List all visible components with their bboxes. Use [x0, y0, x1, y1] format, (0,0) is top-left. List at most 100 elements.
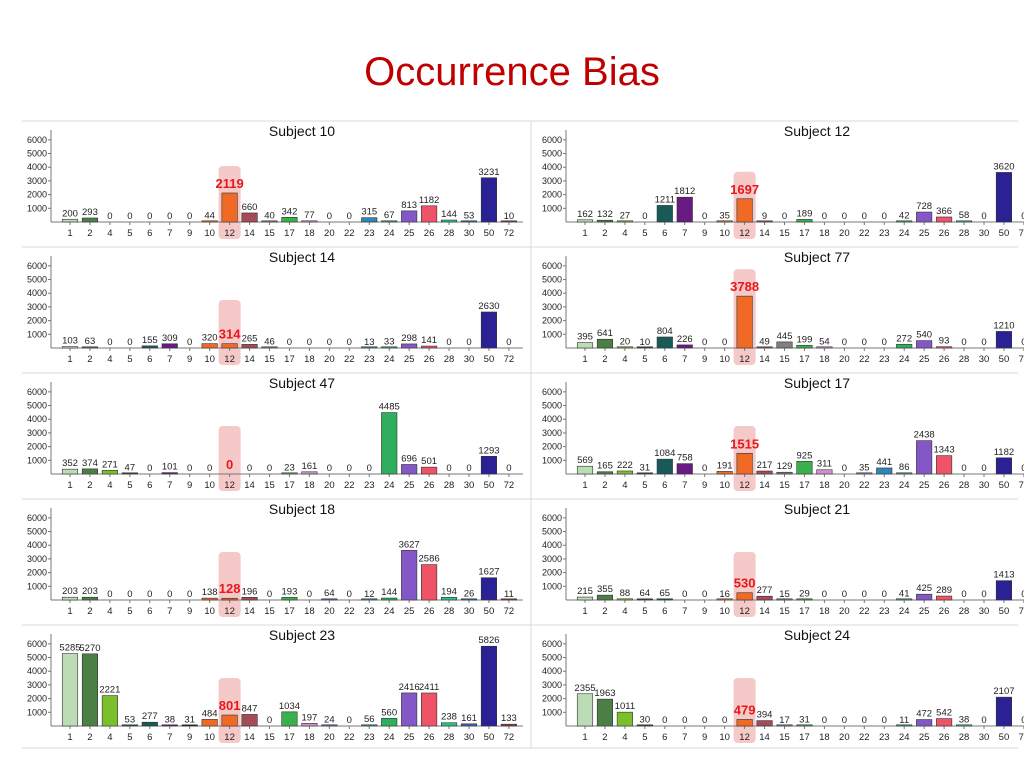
x-category-label: 4	[107, 354, 112, 365]
bar-2	[596, 219, 614, 223]
value-label: 226	[677, 334, 693, 345]
value-label: 0	[287, 337, 292, 348]
x-category-label: 20	[839, 606, 850, 617]
value-label: 0	[127, 337, 132, 348]
chart-subject-77: Subject 77100020003000400050006000395164…	[542, 249, 1024, 365]
x-category-label: 5	[642, 228, 647, 239]
value-label: 0	[882, 337, 887, 348]
bar-24	[381, 597, 398, 601]
bar-6	[656, 598, 673, 601]
chart-title: Subject 24	[784, 627, 850, 643]
bar-17	[281, 597, 298, 601]
value-label: 0	[327, 211, 332, 222]
x-category-label: 30	[464, 732, 475, 743]
value-label: 138	[202, 587, 218, 598]
y-tick-label: 3000	[27, 428, 47, 438]
x-category-label: 7	[682, 480, 687, 491]
value-label: 1210	[993, 320, 1014, 331]
x-category-label: 17	[799, 354, 810, 365]
x-category-label: 1	[67, 228, 72, 239]
bar-17	[796, 461, 813, 475]
x-category-label: 1	[582, 480, 587, 491]
y-tick-label: 2000	[542, 694, 562, 704]
chart-subject-18: Subject 18100020003000400050006000203120…	[27, 501, 523, 617]
value-label: 13	[364, 337, 375, 348]
bar-14	[756, 720, 773, 727]
x-category-label: 25	[404, 354, 415, 365]
y-tick-label: 5000	[542, 401, 562, 411]
chart-subject-10: Subject 10100020003000400050006000200129…	[27, 123, 523, 239]
x-category-label: 7	[682, 606, 687, 617]
x-category-label: 18	[819, 228, 830, 239]
x-category-label: 2	[87, 480, 92, 491]
x-category-label: 2	[87, 732, 92, 743]
value-label: 133	[501, 713, 517, 724]
chart-title: Subject 10	[269, 123, 335, 139]
x-category-label: 28	[959, 228, 970, 239]
value-label: 352	[62, 458, 78, 469]
bar-28	[955, 220, 973, 223]
value-label: 0	[702, 589, 707, 600]
x-category-label: 7	[167, 732, 172, 743]
bar-26	[936, 216, 953, 223]
x-category-label: 23	[879, 228, 890, 239]
bar-1	[61, 218, 79, 223]
bar-10	[201, 719, 218, 727]
y-tick-label: 3000	[542, 176, 562, 186]
x-category-label: 50	[999, 606, 1010, 617]
value-label: 30	[640, 715, 651, 726]
bar-9	[181, 724, 198, 727]
x-category-label: 6	[662, 732, 667, 743]
value-label: 23	[284, 463, 295, 474]
x-category-label: 6	[147, 354, 152, 365]
value-label: 2416	[399, 682, 420, 693]
value-label: 58	[959, 210, 970, 221]
bar-14	[756, 346, 773, 349]
x-category-label: 26	[424, 606, 435, 617]
bar-24	[381, 412, 398, 475]
value-label: 65	[660, 588, 671, 599]
x-category-label: 28	[444, 354, 455, 365]
x-category-label: 12	[739, 480, 750, 491]
value-label: 24	[324, 715, 335, 726]
value-label: 265	[242, 333, 258, 344]
value-label: 0	[107, 589, 112, 600]
highlight-value-label: 3788	[730, 279, 759, 294]
x-category-label: 30	[464, 480, 475, 491]
value-label: 0	[862, 715, 867, 726]
value-label: 101	[162, 462, 178, 473]
bar-12	[736, 452, 753, 475]
value-label: 0	[722, 715, 727, 726]
value-label: 0	[347, 463, 352, 474]
x-category-label: 25	[404, 480, 415, 491]
value-label: 3627	[399, 539, 420, 550]
bar-24	[896, 598, 913, 601]
x-category-label: 14	[244, 480, 255, 491]
y-tick-label: 1000	[542, 329, 562, 339]
value-label: 0	[267, 463, 272, 474]
x-category-label: 23	[879, 480, 890, 491]
value-label: 0	[267, 715, 272, 726]
highlight-value-label: 2119	[215, 176, 243, 191]
x-category-label: 5	[127, 732, 132, 743]
x-category-label: 50	[484, 228, 495, 239]
bar-28	[440, 597, 458, 601]
x-category-label: 50	[484, 606, 495, 617]
x-category-label: 2	[87, 354, 92, 365]
value-label: 217	[757, 460, 773, 471]
value-label: 0	[981, 589, 986, 600]
y-tick-label: 6000	[542, 135, 562, 145]
value-label: 53	[464, 210, 475, 221]
x-category-label: 10	[204, 606, 215, 617]
bar-50	[995, 457, 1013, 475]
value-label: 5270	[79, 643, 100, 654]
chart-subject-47: Subject 47100020003000400050006000352137…	[27, 375, 523, 491]
value-label: 660	[242, 202, 258, 213]
chart-subject-12: Subject 12100020003000400050006000162113…	[542, 123, 1024, 239]
value-label: 0	[147, 211, 152, 222]
value-label: 0	[961, 337, 966, 348]
value-label: 0	[446, 463, 451, 474]
bar-14	[241, 714, 258, 727]
value-label: 20	[620, 337, 631, 348]
bar-5	[636, 346, 653, 349]
